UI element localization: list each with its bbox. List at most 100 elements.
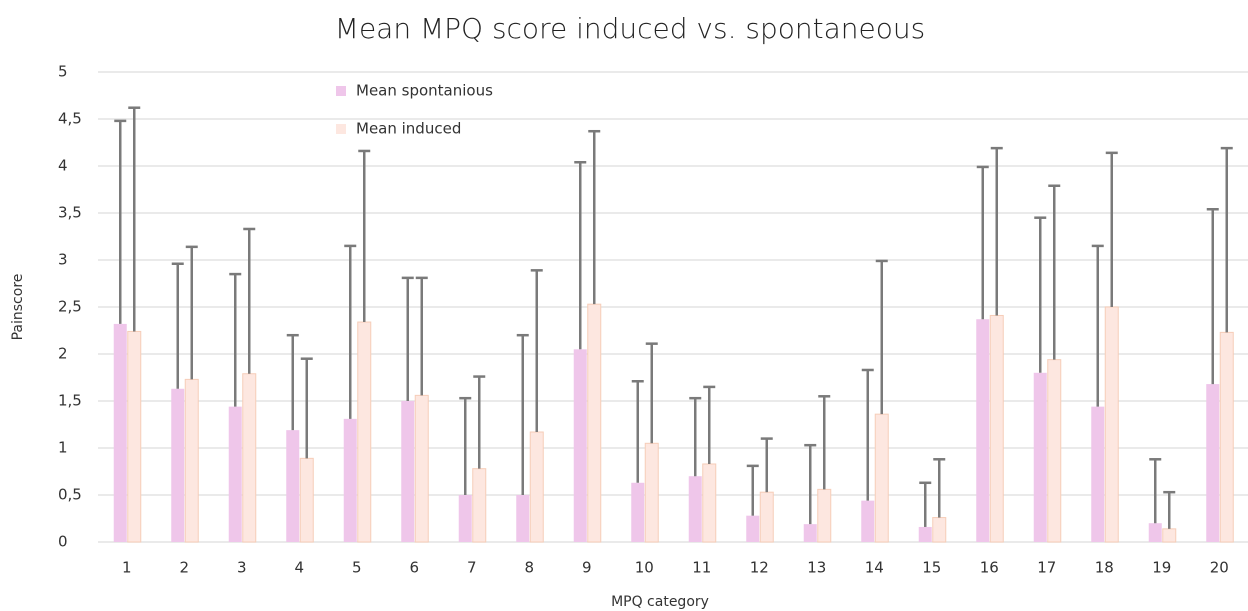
bar [516,495,530,542]
bar [1219,331,1234,543]
error-bar [631,380,644,483]
bar [932,517,947,543]
x-tick-label: 4 [294,559,304,577]
bar [299,457,314,543]
bar [1033,372,1047,542]
x-axis-title: MPQ category [611,594,709,610]
error-bar [286,333,299,431]
error-bar [1105,151,1118,307]
bar [817,488,832,543]
error-bar [703,385,716,464]
x-tick-label: 10 [635,559,654,577]
chart-title: Mean MPQ score induced vs. spontaneous [335,12,925,45]
bar [458,495,472,542]
bar [631,482,645,542]
legend-swatch [336,124,346,134]
error-bar [1048,184,1061,360]
bar [989,314,1004,543]
error-bar [818,395,831,490]
bar [1162,528,1177,543]
x-tick-label: 17 [1037,559,1056,577]
bar [414,394,429,543]
error-bar [1206,207,1219,385]
error-bar [861,368,874,501]
y-tick-label: 5 [58,63,68,81]
error-bar [645,342,658,444]
error-bar [574,160,587,350]
bar [1091,406,1105,542]
error-bar [1091,244,1104,407]
x-tick-label: 11 [692,559,711,577]
y-tick-label: 0,5 [58,486,82,504]
y-tick-label: 2 [58,345,68,363]
bar [918,526,932,542]
bar [874,413,889,543]
bar [113,323,127,542]
legend-label: Mean spontanious [356,82,493,100]
legend-label: Mean induced [356,120,461,138]
error-bar [516,333,529,495]
y-tick-label: 1 [58,439,68,457]
error-bar [473,375,486,469]
error-bar [300,357,313,459]
x-tick-label: 5 [352,559,362,577]
x-tick-label: 19 [1152,559,1171,577]
error-bar [804,443,817,525]
error-bar [401,276,414,401]
x-tick-label: 3 [237,559,247,577]
x-tick-label: 12 [750,559,769,577]
error-bar [459,396,472,495]
error-bar [1034,216,1047,373]
error-bar [243,227,256,374]
error-bar [689,396,702,477]
bar [976,319,990,542]
x-tick-label: 16 [980,559,999,577]
legend-swatch [336,86,346,96]
bar [357,321,372,543]
bar [472,468,487,543]
bar [1104,306,1119,543]
x-tick-label: 1 [122,559,132,577]
bar [242,373,257,543]
bar [401,401,415,542]
y-axis-title: Painscore [10,274,26,341]
error-bar [976,165,989,320]
x-tick-label: 9 [582,559,592,577]
bar [343,418,357,542]
y-tick-label: 1,5 [58,392,82,410]
y-tick-label: 4,5 [58,110,82,128]
bar [688,476,702,542]
x-tick-label: 13 [807,559,826,577]
error-bar [358,149,371,323]
error-bar [1163,490,1176,529]
bar [1047,359,1062,543]
bar [587,303,602,543]
bar [127,330,142,543]
error-bar [229,272,242,407]
error-bar [415,276,428,396]
bar [746,515,760,542]
error-bar [760,437,773,493]
bar [861,500,875,542]
y-tick-label: 4 [58,157,68,175]
bar [1206,384,1220,542]
error-bar [919,481,932,527]
error-bar [588,129,601,305]
bar [529,431,544,543]
y-tick-label: 3 [58,251,68,269]
bar [184,378,199,543]
y-tick-label: 3,5 [58,204,82,222]
error-bar [990,146,1003,316]
x-tick-label: 18 [1095,559,1114,577]
bar [286,430,300,542]
error-bar [171,262,184,389]
bar [759,491,774,543]
bar [702,463,717,543]
error-bar [875,259,888,415]
bar [644,442,659,543]
error-bar [1220,146,1233,333]
y-tick-label: 2,5 [58,298,82,316]
bar [1148,523,1162,542]
error-bar [114,119,127,324]
